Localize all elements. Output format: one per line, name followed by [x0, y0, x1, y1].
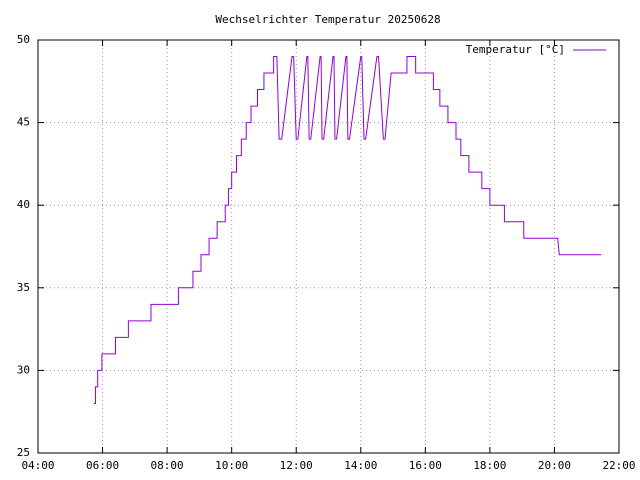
chart-title: Wechselrichter Temperatur 20250628	[215, 13, 440, 26]
x-tick-label: 18:00	[473, 459, 506, 472]
x-tick-label: 16:00	[409, 459, 442, 472]
legend-label: Temperatur [°C]	[466, 43, 565, 56]
y-tick-label: 50	[17, 33, 30, 46]
x-tick-label: 08:00	[151, 459, 184, 472]
y-tick-label: 40	[17, 198, 30, 211]
x-tick-label: 06:00	[86, 459, 119, 472]
x-tick-label: 20:00	[538, 459, 571, 472]
y-tick-label: 45	[17, 116, 30, 129]
x-tick-label: 14:00	[344, 459, 377, 472]
y-tick-label: 30	[17, 363, 30, 376]
data-line	[93, 56, 602, 404]
x-tick-label: 04:00	[21, 459, 54, 472]
y-tick-label: 25	[17, 446, 30, 459]
plot-border	[37, 39, 620, 454]
x-tick-label: 10:00	[215, 459, 248, 472]
y-tick-label: 35	[17, 281, 30, 294]
x-tick-label: 22:00	[602, 459, 635, 472]
x-tick-label: 12:00	[280, 459, 313, 472]
